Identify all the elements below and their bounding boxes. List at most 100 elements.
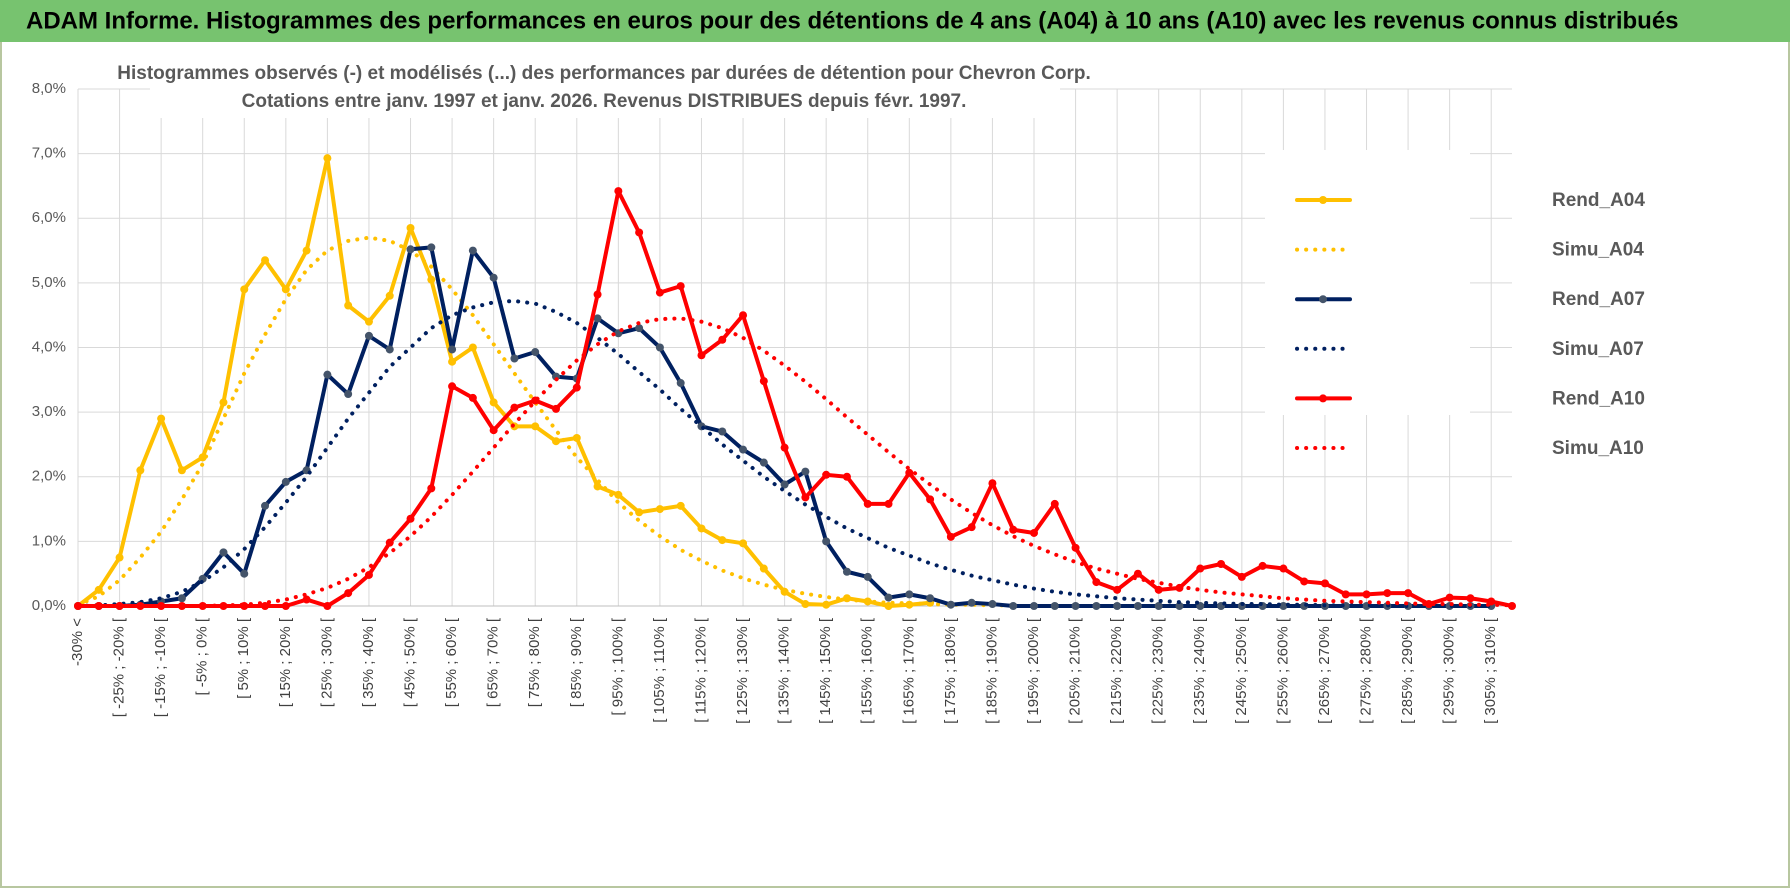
series-marker	[531, 348, 540, 357]
series-marker	[448, 345, 457, 354]
series-marker	[219, 548, 228, 557]
series-marker	[905, 468, 914, 477]
series-marker	[281, 285, 290, 294]
series-marker	[572, 433, 581, 442]
series-marker	[655, 343, 664, 352]
series-marker	[739, 539, 748, 548]
series-marker	[406, 514, 415, 523]
series-marker	[863, 572, 872, 581]
x-tick-label: [ -5% ; 0% [	[194, 617, 211, 695]
legend-marker	[1319, 196, 1327, 204]
x-tick-label: [ 95% ; 100% [	[609, 617, 626, 715]
series-marker	[676, 501, 685, 510]
series-marker	[946, 600, 955, 609]
x-tick-label: [ 65% ; 70% [	[485, 617, 502, 707]
series-marker	[1092, 602, 1101, 610]
series-marker	[655, 288, 664, 297]
x-tick-label: [ 305% ; 310% [	[1482, 617, 1499, 724]
series-marker	[427, 484, 436, 493]
series-marker	[177, 594, 186, 603]
series-marker	[427, 275, 436, 284]
series-line	[76, 189, 1514, 608]
series-marker	[489, 426, 498, 435]
series-marker	[385, 345, 394, 354]
series-marker	[1279, 564, 1288, 573]
series-marker	[593, 290, 602, 299]
series-marker	[926, 594, 935, 603]
series-marker	[115, 602, 124, 610]
y-tick-label: 1,0%	[32, 532, 66, 549]
series-marker	[1341, 590, 1350, 599]
series-marker	[364, 331, 373, 340]
x-tick-label: -30% <	[69, 618, 86, 666]
chart-title: Histogrammes observés (-) et modélisés (…	[117, 63, 1090, 84]
series-marker	[718, 427, 727, 436]
series-marker	[94, 585, 103, 594]
series-marker	[1320, 579, 1329, 588]
series-marker	[697, 351, 706, 360]
series-marker	[739, 311, 748, 320]
y-tick-label: 0,0%	[32, 597, 66, 614]
series-marker	[1279, 602, 1288, 610]
series-marker	[1445, 593, 1454, 602]
series-marker	[323, 370, 332, 379]
x-tick-label: [ 55% ; 60% [	[443, 617, 460, 707]
series-marker	[614, 187, 623, 196]
series-marker	[1113, 602, 1122, 610]
series-marker	[510, 354, 519, 363]
series-marker	[822, 470, 831, 479]
series-marker	[842, 472, 851, 481]
y-tick-label: 2,0%	[32, 468, 66, 485]
series-marker	[364, 317, 373, 326]
series-marker	[1404, 589, 1413, 598]
x-tick-label: [ 15% ; 20% [	[277, 617, 294, 707]
legend-label: Simu_A04	[1552, 240, 1644, 261]
x-tick-label: [ 235% ; 240% [	[1191, 617, 1208, 724]
x-tick-label: [ 85% ; 90% [	[568, 617, 585, 707]
y-tick-label: 6,0%	[32, 209, 66, 226]
legend-box	[1265, 150, 1470, 415]
x-tick-label: [ 75% ; 80% [	[526, 617, 543, 707]
series-marker	[1508, 602, 1516, 610]
x-tick-label: [ 265% ; 270% [	[1316, 617, 1333, 724]
series-marker	[759, 458, 768, 467]
series-marker	[323, 154, 332, 163]
series-marker	[344, 390, 353, 399]
series-marker	[988, 479, 997, 488]
y-tick-label: 4,0%	[32, 338, 66, 355]
x-tick-label: [ 45% ; 50% [	[401, 617, 418, 707]
legend-marker	[1319, 394, 1327, 403]
series-marker	[1009, 525, 1018, 534]
series-marker	[967, 598, 976, 607]
series-marker	[1362, 590, 1371, 599]
x-tick-label: [ 285% ; 290% [	[1399, 617, 1416, 724]
series-marker	[614, 490, 623, 499]
x-tick-label: [ 115% ; 120% [	[692, 617, 709, 723]
series-marker	[759, 377, 768, 386]
series-marker	[344, 589, 353, 598]
series-marker	[427, 243, 436, 252]
series-marker	[448, 382, 457, 391]
series-marker	[1092, 578, 1101, 587]
series-marker	[385, 538, 394, 547]
series-marker	[531, 422, 540, 431]
series-marker	[261, 602, 270, 610]
legend-label: Simu_A10	[1552, 438, 1644, 459]
series-marker	[406, 223, 415, 232]
y-tick-label: 3,0%	[32, 403, 66, 420]
x-tick-label: [ 155% ; 160% [	[859, 617, 876, 724]
series-marker	[635, 508, 644, 517]
x-tick-label: [ 145% ; 150% [	[817, 617, 834, 724]
series-marker	[718, 335, 727, 344]
series-marker	[1237, 572, 1246, 581]
series-marker	[1258, 561, 1267, 570]
series-marker	[240, 285, 249, 294]
series-marker	[281, 602, 290, 610]
series-marker	[1133, 569, 1142, 578]
legend-label: Rend_A07	[1552, 289, 1645, 310]
x-tick-label: [ 205% ; 210% [	[1067, 617, 1084, 724]
series-marker	[1113, 585, 1122, 594]
series-marker	[1050, 499, 1059, 508]
title-box	[150, 58, 1060, 118]
